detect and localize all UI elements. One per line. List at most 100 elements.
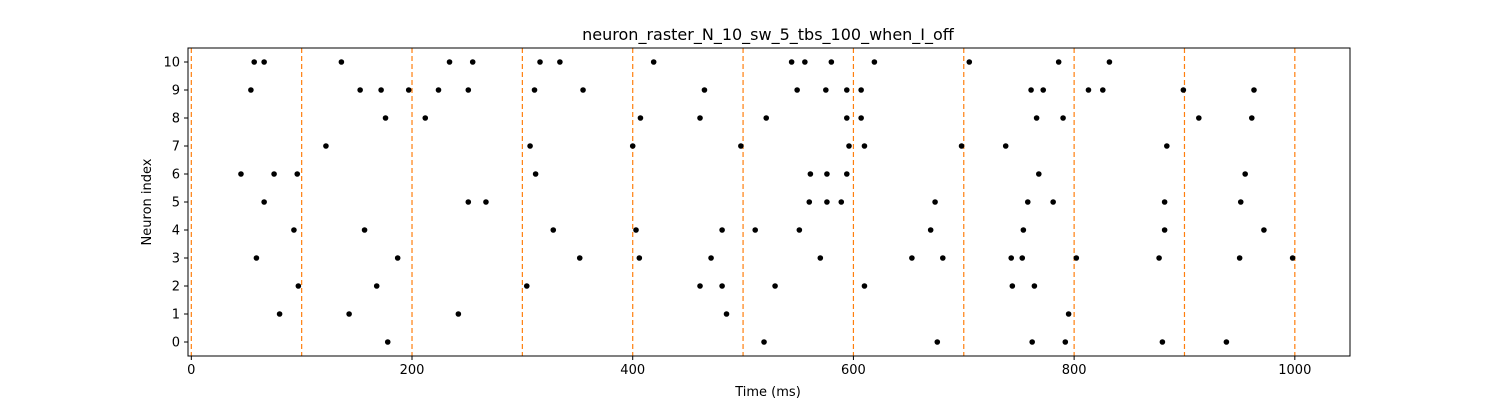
y-tick-label: 8 (172, 112, 180, 127)
spike-point (1055, 59, 1062, 65)
spike-point (527, 143, 533, 149)
spike-point (794, 87, 800, 93)
y-tick-label: 5 (172, 196, 180, 211)
spike-point (871, 59, 878, 65)
spike-point (1073, 255, 1080, 261)
spike-point (738, 143, 744, 149)
y-tick-label: 3 (172, 252, 180, 267)
y-axis-ticks: 0 1 2 3 4 5 6 7 8 9 10 (163, 56, 188, 351)
x-tick-label: 200 (400, 363, 425, 378)
spike-point (1040, 87, 1047, 93)
spike-point (405, 87, 412, 93)
spike-point (531, 87, 538, 93)
spike-point (576, 255, 583, 261)
spike-point (843, 115, 850, 121)
x-tick-label: 0 (187, 363, 195, 378)
spike-point (1248, 115, 1255, 121)
y-tick-label: 1 (172, 308, 180, 323)
spike-point (861, 283, 868, 289)
x-tick-label: 400 (620, 363, 645, 378)
spike-point (378, 87, 384, 93)
spike-point (966, 59, 973, 65)
spike-point (291, 227, 297, 233)
spike-point (537, 59, 543, 65)
spike-point (719, 283, 725, 289)
spike-point (1236, 255, 1243, 261)
spike-point (1242, 171, 1248, 177)
vertical-reference-lines (190, 48, 1296, 356)
y-tick-label: 9 (172, 84, 180, 99)
spike-point (1009, 283, 1016, 289)
spike-point (807, 171, 814, 177)
spike-point (382, 115, 389, 121)
spike-point (1020, 227, 1027, 233)
spike-point (1161, 227, 1168, 233)
spike-point (384, 339, 391, 345)
spike-point (1029, 339, 1035, 345)
y-tick-label: 0 (172, 336, 180, 351)
spike-point (909, 255, 915, 261)
spike-point (346, 311, 352, 317)
spike-point (261, 199, 267, 205)
x-axis-ticks: 0 200 400 600 800 1000 (187, 356, 1311, 378)
spike-point (1002, 143, 1009, 149)
y-tick-label: 10 (163, 56, 180, 71)
spike-point (817, 255, 824, 261)
spike-point (557, 59, 563, 65)
spike-point (394, 255, 401, 261)
spike-point (1196, 115, 1202, 121)
spike-point (1156, 255, 1162, 261)
spike-point (763, 115, 770, 121)
spike-point (940, 255, 946, 261)
spike-point (824, 199, 830, 205)
x-tick-label: 600 (841, 363, 866, 378)
spike-point (708, 255, 714, 261)
plot-frame (187, 47, 1351, 357)
spike-point (636, 255, 643, 261)
spike-point (858, 115, 864, 121)
spike-point (1251, 87, 1257, 93)
chart-title: neuron_raster_N_10_sw_5_tbs_100_when_I_o… (582, 25, 955, 45)
spike-point (253, 255, 260, 261)
spike-point (1161, 199, 1168, 205)
spike-point (697, 115, 703, 121)
spike-point (806, 199, 813, 205)
spike-point (697, 283, 703, 289)
spike-point (435, 87, 442, 93)
spike-point (633, 227, 639, 233)
spike-point (1019, 255, 1026, 261)
spike-point (752, 227, 759, 233)
spike-point (373, 283, 380, 289)
spike-point (802, 59, 808, 65)
spike-point (650, 59, 657, 65)
spike-point (580, 87, 586, 93)
spike-point (1062, 339, 1069, 345)
spike-point (455, 311, 462, 317)
spike-point (1100, 87, 1106, 93)
spike-point (1164, 143, 1170, 149)
spike-point (361, 227, 368, 233)
spike-point (1223, 339, 1230, 345)
x-tick-label: 1000 (1278, 363, 1311, 378)
spike-point (1180, 87, 1187, 93)
spike-point (469, 59, 476, 65)
spike-point (932, 199, 938, 205)
spike-point (719, 227, 725, 233)
x-tick-label: 800 (1062, 363, 1087, 378)
spike-point (323, 143, 329, 149)
spike-point (824, 171, 830, 177)
spike-point (843, 87, 850, 93)
spike-point (796, 227, 803, 233)
spike-point (1060, 115, 1066, 121)
spike-point (858, 87, 864, 93)
spike-point (483, 199, 489, 205)
spike-point (934, 339, 941, 345)
y-tick-label: 7 (172, 140, 180, 155)
spike-point (446, 59, 453, 65)
spike-point (828, 59, 835, 65)
spike-point (1085, 87, 1092, 93)
spike-point (1159, 339, 1166, 345)
spike-point (276, 311, 283, 317)
spike-point (465, 87, 472, 93)
